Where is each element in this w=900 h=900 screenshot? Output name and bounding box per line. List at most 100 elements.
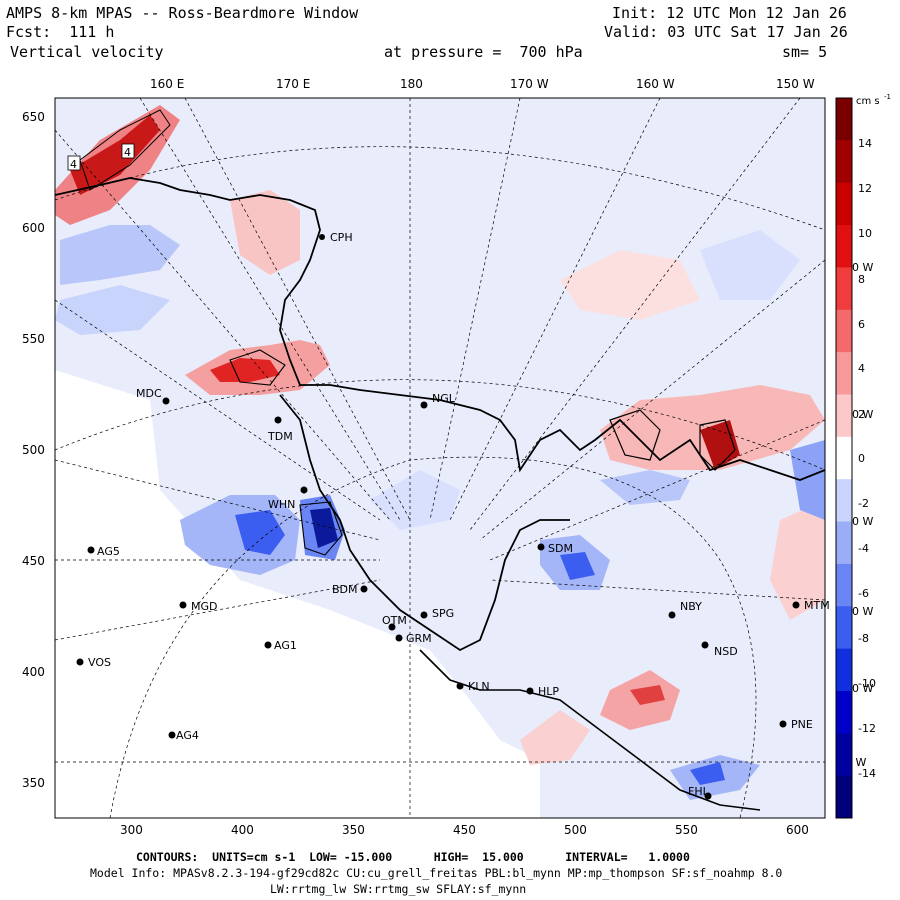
contour-label-box <box>121 143 135 159</box>
colorbar-tick: -8 <box>858 632 869 645</box>
y-tick: 600 <box>22 221 45 235</box>
station-label: FHL <box>688 785 710 798</box>
colorbar-units-exponent: -1 <box>884 93 891 101</box>
colorbar-tick: 8 <box>858 273 865 286</box>
positive-region <box>770 500 825 620</box>
colorbar-tick: 14 <box>858 137 872 150</box>
variable-name: Vertical velocity <box>10 43 164 61</box>
station-markers: CPH NGL MDC TDM WHN SDM AG5 BDM MGD OTM … <box>76 231 830 800</box>
station-label: MTM <box>804 599 830 612</box>
colorbar-swatch <box>836 140 852 184</box>
map-title: AMPS 8-km MPAS -- Ross-Beardmore Window <box>6 4 359 22</box>
colorbar-swatch <box>836 606 852 650</box>
station-label: SDM <box>548 542 573 555</box>
lon-label: 150 W <box>776 77 815 91</box>
colorbar-tick: 0 <box>858 452 865 465</box>
station-label: CPH <box>330 231 353 244</box>
station-label: NSD <box>714 645 738 658</box>
outside-domain <box>55 370 540 818</box>
station-label: OTM <box>382 614 407 627</box>
positive-region <box>560 250 700 320</box>
init-time: Init: 12 UTC Mon 12 Jan 26 <box>612 4 847 22</box>
x-tick: 450 <box>453 823 476 837</box>
station-label: AG5 <box>97 545 120 558</box>
negative-region <box>60 225 180 285</box>
station-label: BDM <box>332 583 358 596</box>
x-tick: 350 <box>342 823 365 837</box>
contour-lines <box>79 109 171 191</box>
x-tick: 550 <box>675 823 698 837</box>
negative-region <box>310 508 338 548</box>
colorbar-tick: -14 <box>858 767 876 780</box>
colorbar-tick: 10 <box>858 227 872 240</box>
y-tick: 450 <box>22 554 45 568</box>
colorbar-swatch <box>836 479 852 523</box>
contour-label: 4 <box>124 146 131 159</box>
positive-region <box>230 190 300 275</box>
negative-region <box>55 285 170 335</box>
lon-label: 170 W <box>510 77 549 91</box>
station-label: WHN <box>268 498 295 511</box>
coastline <box>55 177 825 481</box>
x-tick: 500 <box>564 823 587 837</box>
coastline <box>419 649 761 811</box>
colorbar-tick: -12 <box>858 722 876 735</box>
colorbar-swatch <box>836 733 852 777</box>
negative-region <box>560 552 595 580</box>
station-label: AG4 <box>176 729 199 742</box>
lon-label: 170 E <box>276 77 311 91</box>
station-label: TDM <box>267 430 293 443</box>
negative-region <box>600 470 690 505</box>
colorbar-swatch <box>836 267 852 311</box>
contour-lines <box>609 409 661 461</box>
station-label: MDC <box>136 387 162 400</box>
station-label: NGL <box>432 392 456 405</box>
model-info: Model Info: MPASv8.2.3-194-gf29cd82c CU:… <box>90 866 783 880</box>
contour-lines <box>299 501 343 556</box>
colorbar-swatch <box>836 394 852 438</box>
contour-label: 4 <box>70 158 77 171</box>
ross-ice-shelf-edge <box>279 394 570 652</box>
colorbar-swatch <box>836 225 852 268</box>
colorbar-tick: -6 <box>858 587 869 600</box>
positive-region <box>210 358 280 382</box>
colorbar-tick: 2 <box>858 408 865 421</box>
y-tick: 550 <box>22 332 45 346</box>
colorbar-tick: -2 <box>858 497 869 510</box>
colorbar-tick: 6 <box>858 318 865 331</box>
lon-label: 160 W <box>636 77 675 91</box>
x-tick: 400 <box>231 823 254 837</box>
colorbar-tick: -10 <box>858 677 876 690</box>
station-label: AG1 <box>274 639 297 652</box>
station-label: MGD <box>191 600 218 613</box>
station-label: GRM <box>406 632 432 645</box>
contour-label-box <box>67 155 81 171</box>
lon-label: 160 E <box>150 77 185 91</box>
colorbar-swatch <box>836 563 852 607</box>
contour-info: CONTOURS: UNITS=cm s-1 LOW= -15.000 HIGH… <box>136 850 690 864</box>
colorbar-swatch <box>836 182 852 226</box>
colorbar-units: cm s <box>856 96 880 107</box>
station-label: KLN <box>468 680 490 693</box>
station-label: VOS <box>88 656 111 669</box>
colorbar-tick: 4 <box>858 362 865 375</box>
x-tick: 600 <box>786 823 809 837</box>
colorbar-swatch <box>836 309 852 353</box>
y-tick: 350 <box>22 776 45 790</box>
lon-label: 180 <box>400 77 423 91</box>
colorbar-tick: -4 <box>858 542 869 555</box>
smoothing: sm= 5 <box>782 43 828 61</box>
contour-lines <box>699 419 736 471</box>
colorbar-swatch <box>836 521 852 565</box>
model-info-physics: LW:rrtmg_lw SW:rrtmg_sw SFLAY:sf_mynn <box>270 882 527 896</box>
station-label: PNE <box>791 718 813 731</box>
positive-region <box>630 685 665 705</box>
colorbar-frame <box>835 97 853 819</box>
colorbar-swatch <box>836 690 852 734</box>
positive-region <box>70 115 160 195</box>
pressure-level: at pressure = 700 hPa <box>384 43 583 61</box>
y-tick: 650 <box>22 110 45 124</box>
negative-region <box>790 440 825 520</box>
valid-time: Valid: 03 UTC Sat 17 Jan 26 <box>604 23 848 41</box>
